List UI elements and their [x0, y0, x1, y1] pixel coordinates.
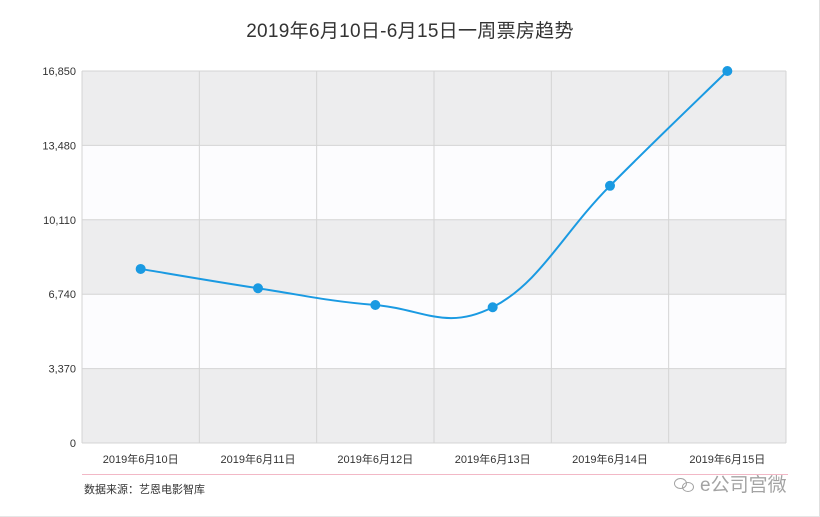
y-tick-label: 3,370 — [48, 364, 76, 376]
x-tick-label: 2019年6月15日 — [689, 452, 765, 466]
footer-divider — [82, 474, 788, 475]
data-point — [722, 66, 733, 76]
x-tick-label: 2019年6月11日 — [220, 452, 295, 466]
wechat-icon — [674, 475, 696, 493]
x-axis: 2019年6月10日 2019年6月11日 2019年6月12日 2019年6月13日… — [103, 452, 765, 466]
data-point — [487, 302, 498, 313]
x-tick-label: 2019年6月12日 — [337, 452, 413, 466]
data-point — [605, 180, 615, 191]
grid-lines — [81, 70, 787, 444]
y-tick-label: 13,480 — [42, 140, 76, 152]
chart-title: 2019年6月10日-6月15日一周票房趋势 — [246, 21, 574, 42]
y-tick-label: 6,740 — [48, 289, 76, 301]
y-tick-label: 16,850 — [42, 66, 76, 78]
watermark: e公司宫微 — [674, 470, 787, 497]
y-tick-label: 0 — [70, 438, 76, 450]
y-axis: 0 3,370 6,740 10,110 13,480 16,850 — [42, 66, 76, 450]
x-tick-label: 2019年6月14日 — [572, 452, 648, 466]
data-point — [135, 263, 146, 274]
data-source: 数据来源：艺恩电影智库 — [84, 484, 205, 496]
series-layer — [135, 66, 733, 320]
watermark-text: e公司宫微 — [700, 475, 787, 496]
y-tick-label: 10,110 — [43, 215, 76, 227]
x-tick-label: 2019年6月10日 — [103, 452, 179, 466]
x-tick-label: 2019年6月13日 — [455, 452, 531, 466]
data-point — [370, 300, 381, 311]
data-point — [253, 283, 263, 294]
